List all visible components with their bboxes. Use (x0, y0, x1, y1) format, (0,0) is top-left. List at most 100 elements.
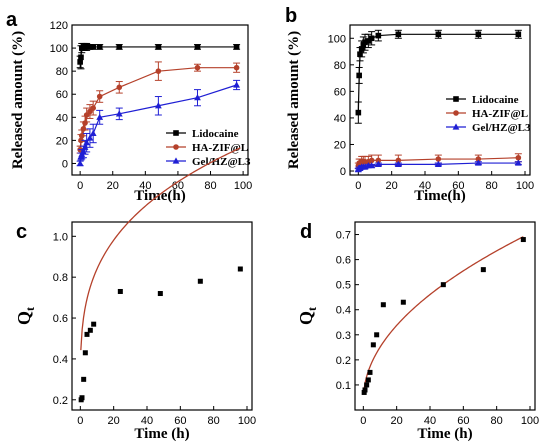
data-point (233, 44, 240, 50)
data-point (475, 156, 482, 162)
data-point (89, 129, 97, 137)
data-point (91, 321, 97, 327)
x-axis-label: Time(h) (134, 188, 185, 204)
y-tick-label: 100 (328, 33, 346, 45)
data-point (233, 81, 240, 88)
y-tick-label: 0.6 (336, 255, 351, 267)
data-point (155, 68, 162, 74)
data-point (440, 282, 446, 288)
data-point (194, 44, 201, 50)
data-point (361, 389, 367, 395)
data-point (395, 31, 402, 38)
x-axis-label: Time (h) (134, 426, 189, 442)
y-axis-label: Released amount (%) (286, 31, 302, 169)
panel-letter: c (16, 221, 27, 243)
series-Lidocaine (354, 29, 522, 124)
x-tick-label: 80 (491, 415, 503, 427)
data-point (400, 299, 406, 305)
x-tick-label: 20 (391, 415, 403, 427)
y-axis-label-subscript: t (23, 307, 37, 311)
data-point (368, 157, 375, 164)
data-point (435, 31, 442, 38)
y-tick-label: 60 (56, 89, 68, 101)
axes-frame (71, 24, 249, 176)
data-point (362, 387, 368, 393)
y-axis-label-subscript: t (305, 307, 319, 311)
data-point (480, 267, 486, 273)
legend-marker (453, 110, 459, 116)
data-point (357, 51, 363, 58)
x-tick-label: 100 (238, 415, 256, 427)
data-point (154, 102, 162, 109)
y-tick-label: 100 (50, 43, 68, 55)
x-tick-label: 60 (457, 415, 469, 427)
axes-frame (71, 221, 253, 411)
data-point (79, 395, 85, 401)
data-point (394, 160, 402, 167)
data-point (380, 302, 386, 308)
axes-frame (349, 24, 531, 176)
y-axis-label: Qt (296, 307, 319, 325)
data-point (83, 139, 91, 146)
y-tick-label: 0.8 (53, 272, 68, 284)
x-tick-label: 40 (419, 180, 431, 192)
panel-c: c 0 20 40 60 80 100 0.2 0.4 0.6 0.8 1.0 Time (h) Qt (14, 147, 256, 442)
data-point (96, 113, 104, 120)
data-point (375, 157, 382, 164)
data-point (365, 38, 372, 44)
legend: Lidocaine HA-ZIF@L Gel/HZ@L3 (446, 94, 531, 134)
y-axis-label: Qt (14, 307, 37, 325)
data-point (374, 160, 382, 167)
data-point (86, 134, 94, 141)
y-tick-label: 20 (334, 139, 346, 151)
panel-b: b 0 20 40 60 80 100 0 20 40 60 80 100 Time(h) Released… (285, 5, 534, 204)
data-point (87, 327, 93, 333)
x-tick-label: 60 (174, 415, 186, 427)
data-point (362, 39, 368, 46)
panel-letter: b (285, 5, 297, 27)
y-axis-label-main: Q (296, 311, 316, 325)
y-tick-label: 120 (50, 20, 68, 32)
x-tick-label: 20 (386, 180, 398, 192)
data-point (435, 156, 442, 162)
y-tick-label: 0.5 (336, 280, 351, 292)
series-HA-ZIF@L (76, 61, 241, 154)
data-point (84, 331, 90, 337)
data-point (474, 159, 482, 166)
data-point (116, 84, 123, 91)
legend-label: HA-ZIF@L (472, 108, 528, 120)
y-tick-label: 0.2 (336, 355, 351, 367)
x-tick-label: 80 (204, 180, 216, 192)
data-point (82, 350, 88, 356)
data-point (514, 159, 522, 166)
data-point (356, 72, 362, 79)
data-point (197, 278, 203, 284)
x-tick-label: 100 (516, 180, 534, 192)
data-point (364, 382, 370, 388)
x-tick-label: 40 (424, 415, 436, 427)
legend-marker (172, 157, 180, 164)
data-point (374, 332, 380, 338)
axes-frame (354, 221, 536, 411)
data-point (370, 342, 376, 348)
x-tick-label: 0 (355, 180, 361, 192)
data-point (96, 93, 103, 100)
data-point (77, 59, 83, 65)
series-Gel/HZ@L3 (76, 79, 241, 167)
legend-label: Lidocaine (472, 94, 519, 106)
fit-curve (80, 147, 241, 351)
x-tick-label: 0 (77, 180, 83, 192)
panel-letter: a (6, 9, 18, 31)
panel-d: d 0 20 40 60 80 100 0.1 0.2 0.3 0.4 0.5 0.6 0.7 Time (… (296, 221, 539, 442)
x-axis-label: Time (h) (417, 426, 472, 442)
y-tick-label: 1.0 (53, 231, 68, 243)
x-axis-label: Time(h) (414, 188, 465, 204)
data-point (90, 105, 96, 111)
panel-letter: d (300, 221, 312, 243)
data-point (395, 157, 402, 164)
legend-marker (452, 123, 460, 130)
x-tick-label: 40 (141, 415, 153, 427)
data-point (155, 44, 162, 50)
data-point (358, 46, 365, 52)
x-tick-label: 80 (208, 415, 220, 427)
